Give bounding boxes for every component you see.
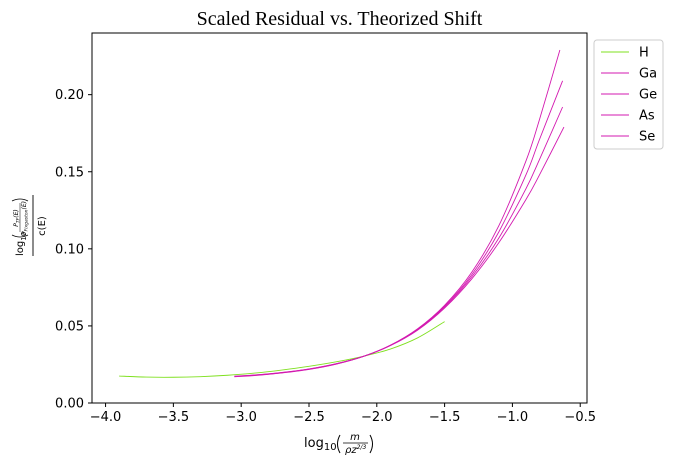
y-label-inner-numerator-arg: (E) (13, 209, 20, 217)
x-tick-label: −3.5 (158, 410, 190, 425)
x-label-numerator: m (350, 432, 360, 443)
y-label-inner-denominator: P (21, 231, 28, 235)
y-tick-label: 0.20 (55, 88, 84, 103)
x-tick-label: −0.5 (564, 410, 596, 425)
x-label-right-paren (369, 434, 373, 454)
y-label-right-paren (11, 198, 29, 202)
y-axis-ticks: 0.00 0.05 0.10 0.15 0.20 (55, 88, 92, 412)
x-tick-label: −3.0 (225, 410, 257, 425)
x-label-denominator-exponent: 2/3 (357, 444, 367, 451)
legend-label-se: Se (639, 130, 655, 145)
y-tick-label: 0.10 (55, 242, 84, 257)
svg-text:PTF(E): PTF(E) (13, 209, 22, 226)
x-tick-label: −1.0 (497, 410, 529, 425)
legend-label-ga: Ga (639, 67, 657, 82)
y-tick-label: 0.00 (55, 397, 84, 412)
y-label-inner-denominator-arg: (E) (21, 201, 28, 209)
y-axis-label: log10 PTF(E) PFixgaston(E) c(E) (11, 195, 48, 256)
svg-text:log10: log10 (304, 436, 337, 453)
legend-label-ge: Ge (639, 88, 657, 103)
legend: H Ga Ge As Se (593, 39, 664, 150)
x-label-prefix: log (304, 436, 324, 451)
x-tick-label: −4.0 (90, 410, 122, 425)
y-label-left-paren (11, 234, 29, 238)
legend-label-as: As (639, 109, 655, 124)
plot-area: −4.0 −3.5 −3.0 −2.5 −2.0 −1.5 −1.0 −0.5 0.000.0… (55, 32, 596, 425)
x-tick-label: −2.5 (293, 410, 325, 425)
axes-frame (91, 32, 588, 404)
y-label-prefix: log (15, 241, 26, 256)
x-tick-label: −2.0 (361, 410, 393, 425)
chart-title: Scaled Residual vs. Theorized Shift (197, 8, 483, 30)
y-label-denominator: c(E) (37, 216, 48, 236)
y-label-inner-numerator: P (13, 223, 20, 227)
series-line-se (234, 126, 565, 377)
y-label-inner-numerator-sub: TF (16, 217, 22, 223)
legend-label-h: H (639, 46, 649, 61)
x-axis-ticks: −4.0 −3.5 −3.0 −2.5 −2.0 −1.5 −1.0 −0.5 (90, 403, 596, 425)
series-line-h (119, 321, 445, 378)
x-tick-label: −1.5 (429, 410, 461, 425)
legend-items: H Ga Ge As Se (601, 46, 657, 145)
x-label-left-paren (337, 434, 341, 454)
x-label-subscript: 10 (324, 442, 337, 453)
y-label-inner-denominator-sub: Fixgaston (24, 209, 30, 231)
x-label-denominator: ρz (345, 445, 357, 456)
svg-text:PFixgaston(E): PFixgaston(E) (21, 201, 30, 235)
y-tick-label: 0.15 (55, 165, 84, 180)
x-axis-label: log10 m ρz2/3 (304, 432, 373, 456)
series-layer (119, 49, 565, 378)
svg-text:ρz2/3: ρz2/3 (345, 444, 366, 456)
y-tick-label: 0.05 (55, 319, 84, 334)
